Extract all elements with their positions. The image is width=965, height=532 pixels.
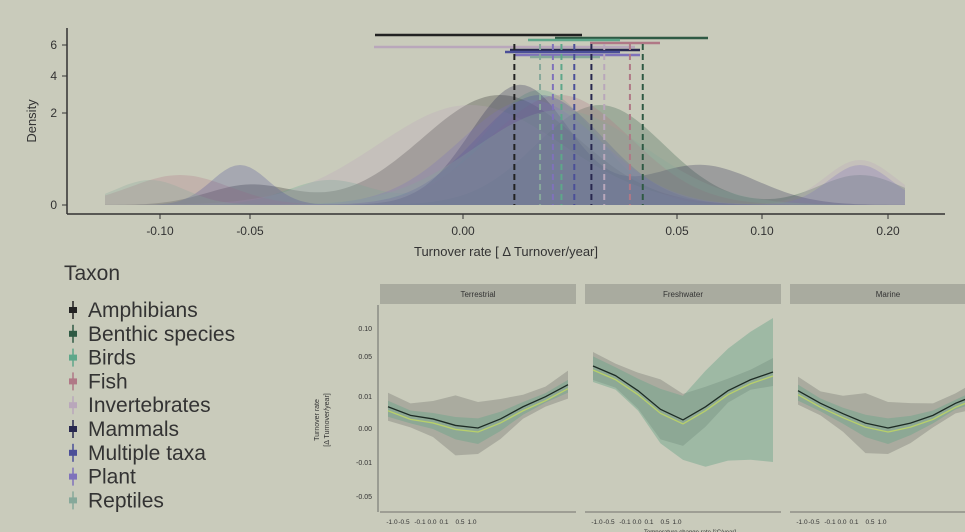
- facet-x-tick-label: -1.0: [796, 519, 808, 526]
- density-amphibians: [105, 95, 905, 205]
- x-tick-label: 0.10: [750, 224, 774, 238]
- confidence-ribbon: [388, 370, 568, 456]
- x-tick-label: 0.20: [876, 224, 900, 238]
- facet-y-tick-label: 0.01: [358, 394, 372, 401]
- legend-label: Fish: [88, 370, 128, 393]
- facet-x-tick-label: 0.1: [439, 519, 448, 526]
- facet-x-tick-label: 0.5: [865, 519, 874, 526]
- facet-x-tick-label: 0.1: [644, 519, 653, 526]
- fit-line-secondary: [797, 394, 965, 433]
- x-tick-label: 0.05: [665, 224, 689, 238]
- facet-x-tick-label: -0.5: [603, 519, 615, 526]
- x-tick-label: 0.00: [451, 224, 475, 238]
- legend-label: Reptiles: [88, 489, 164, 512]
- legend-label: Birds: [88, 347, 136, 370]
- y-tick-label: 0: [50, 198, 57, 212]
- facet-x-tick-label: 1.0: [877, 519, 886, 526]
- facet-x-tick-label: -0.1: [414, 519, 426, 526]
- facet-x-tick-label: -1.0: [386, 519, 398, 526]
- y-axis-label: Density: [24, 99, 39, 143]
- y-tick-label: 4: [50, 69, 57, 83]
- x-tick-label: -0.05: [236, 224, 264, 238]
- mean-interval-bars: [374, 33, 708, 59]
- facet-x-tick-label: -1.0: [591, 519, 603, 526]
- mean-lines: [513, 44, 644, 205]
- facet-strip-label: Marine: [876, 290, 901, 299]
- facet-x-tick-label: 0.0: [427, 519, 436, 526]
- fit-line-secondary: [387, 388, 569, 433]
- facet-x-tick-label: 0.0: [632, 519, 641, 526]
- legend-label: Mammals: [88, 418, 179, 441]
- facet-strip: [790, 284, 965, 304]
- legend-key-box: [69, 497, 77, 504]
- x-tick-label: -0.10: [146, 224, 174, 238]
- facet-y-axis-label: Turnover rate [Δ Turnover/year]: [314, 393, 331, 446]
- fit-line: [797, 390, 965, 429]
- legend-title: Taxon: [64, 262, 120, 285]
- facet-strip: [585, 284, 781, 304]
- facet-strip: [380, 284, 576, 304]
- density-birds: [105, 90, 905, 205]
- facet-y-tick-label: 0.05: [358, 354, 372, 361]
- legend-label: Multiple taxa: [88, 442, 206, 465]
- facet-y-tick-label: 0.10: [358, 326, 372, 333]
- facet-x-tick-label: -0.1: [619, 519, 631, 526]
- density-mammals: [105, 84, 905, 205]
- facet-strip-label: Freshwater: [663, 290, 703, 299]
- facet-x-tick-label: 1.0: [467, 519, 476, 526]
- legend-key-box: [69, 402, 77, 409]
- density-fish: [105, 95, 905, 205]
- facet-y-tick-label: 0.00: [358, 426, 372, 433]
- facet-x-tick-label: 0.0: [837, 519, 846, 526]
- legend-key-box: [69, 307, 77, 313]
- facet-x-tick-label: 0.5: [660, 519, 669, 526]
- density-multiple-taxa: [105, 95, 905, 205]
- legend-label: Benthic species: [88, 323, 235, 346]
- fit-line: [387, 384, 569, 429]
- legend-key-box: [69, 449, 77, 456]
- facet-y-tick-label: -0.05: [356, 494, 372, 501]
- confidence-ribbon-secondary: [798, 384, 965, 444]
- facet-x-tick-label: -0.5: [398, 519, 410, 526]
- facet-x-tick-label: 0.1: [849, 519, 858, 526]
- density-plant: [105, 100, 905, 205]
- legend-key-box: [69, 473, 77, 480]
- density-reptiles: [105, 110, 905, 205]
- x-ticks: -0.10 -0.05 0.00 0.05 0.10 0.20: [146, 214, 900, 238]
- y-ticks: 0 2 4 6: [50, 38, 67, 212]
- facet-y-tick-label: -0.01: [356, 460, 372, 467]
- x-axis-label: Turnover rate [ Δ Turnover/year]: [414, 244, 598, 259]
- confidence-ribbon-secondary: [388, 379, 568, 444]
- legend-key-box: [69, 330, 77, 337]
- confidence-ribbon-secondary: [593, 318, 773, 467]
- fit-line-secondary: [592, 369, 774, 425]
- density-benthic-species: [105, 105, 905, 205]
- facet-chart: Turnover rate [Δ Turnover/year] 0.10 0.05 0.…: [314, 284, 965, 532]
- legend-label: Plant: [88, 466, 136, 489]
- density-curves: [105, 84, 905, 205]
- density-invertebrates: [105, 105, 905, 205]
- legend-key-box: [69, 354, 77, 361]
- facet-x-axis-label: Temperature change rate [°C/year]: [644, 530, 736, 532]
- confidence-ribbon: [593, 352, 773, 446]
- y-tick-label: 6: [50, 38, 57, 52]
- facet-strip-label: Terrestrial: [460, 290, 495, 299]
- fit-line: [592, 365, 774, 421]
- facet-y-label-line: Turnover rate: [314, 399, 321, 441]
- legend-key-box: [69, 426, 77, 432]
- legend-key-box: [69, 378, 77, 385]
- legend-label: Invertebrates: [88, 394, 211, 417]
- facet-x-tick-label: -0.5: [808, 519, 820, 526]
- confidence-ribbon: [798, 376, 965, 454]
- facet-x-tick-label: -0.1: [824, 519, 836, 526]
- facet-x-tick-label: 0.5: [455, 519, 464, 526]
- legend-label: Amphibians: [88, 299, 198, 322]
- facet-y-label-line: [Δ Turnover/year]: [324, 393, 331, 446]
- y-tick-label: 2: [50, 106, 57, 120]
- facet-x-tick-label: 1.0: [672, 519, 681, 526]
